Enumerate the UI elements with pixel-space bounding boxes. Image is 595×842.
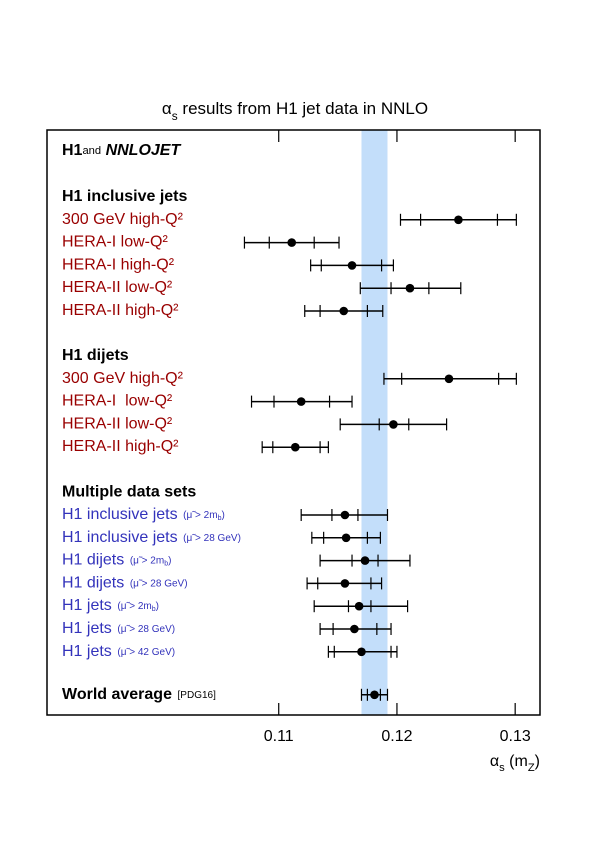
label-text: H1 inclusive jets (62, 506, 178, 523)
point (354, 601, 364, 611)
group-heading: Multiple data sets (62, 483, 196, 500)
row-label: HERA-I low-Q² (62, 234, 168, 251)
label-note: (μ̃ > 28 GeV) (183, 532, 241, 543)
text-part: results from H1 jet data in NNLO (178, 99, 428, 118)
label-text: HERA-II high-Q² (62, 438, 179, 455)
row-label: H1 dijets (μ̃ > 2mb) (62, 552, 171, 569)
point (339, 306, 349, 316)
label-text: HERA-I low-Q² (62, 234, 168, 251)
label-text: HERA-I low-Q² (62, 393, 173, 410)
x-tick-label: 0.13 (500, 728, 531, 745)
point (389, 420, 398, 429)
text-part: (m (505, 753, 528, 770)
label-note: (μ̃ > 28 GeV) (130, 578, 188, 589)
label-text: 300 GeV high-Q² (62, 370, 184, 387)
point (454, 215, 463, 225)
label-text: H1 jets (62, 597, 112, 614)
row-label: HERA-II high-Q² (62, 302, 179, 319)
point (350, 624, 359, 634)
label-text: H1 dijets (62, 552, 124, 569)
label-text: H1 dijets (62, 575, 124, 592)
row-label: H1 jets (μ̃ > 28 GeV) (62, 620, 175, 637)
point (340, 579, 350, 588)
label-note: (μ̃ > 2m (183, 510, 217, 521)
label-note: b (164, 561, 168, 568)
label-note: b (218, 515, 222, 522)
header: H1and NNLOJET (62, 142, 181, 159)
point (357, 647, 366, 657)
reference-note: [PDG16] (178, 689, 217, 700)
row-label: H1 inclusive jets (μ̃ > 28 GeV) (62, 529, 241, 546)
label-text: 300 GeV high-Q² (62, 211, 184, 228)
label-note: (μ̃ > 42 GeV) (117, 646, 175, 657)
label-text: HERA-II low-Q² (62, 416, 173, 433)
text-part: NNLOJET (101, 142, 181, 159)
text-part: ) (535, 753, 540, 770)
point (340, 510, 350, 520)
x-tick-label: 0.12 (381, 728, 412, 745)
label-text: H1 inclusive jets (62, 529, 178, 546)
label-text: H1 jets (62, 620, 112, 637)
row-label: 300 GeV high-Q² (62, 211, 184, 228)
label-text: H1 jets (62, 643, 112, 660)
x-tick-label: 0.11 (264, 728, 294, 745)
label-note: b (152, 607, 156, 614)
row-label: 300 GeV high-Q² (62, 370, 184, 387)
row-label: H1 inclusive jets (μ̃ > 2mb) (62, 506, 225, 523)
label-note: (μ̃ > 2m (117, 601, 151, 612)
point (360, 556, 370, 565)
row-label: HERA-II low-Q² (62, 416, 173, 433)
label-note: ) (156, 601, 159, 612)
chart-title: αs results from H1 jet data in NNLO (162, 99, 428, 123)
label-note: ) (221, 510, 224, 521)
label-text: HERA-II high-Q² (62, 302, 179, 319)
label-note: (μ̃ > 2m (130, 555, 164, 566)
row-label: H1 jets (μ̃ > 2mb) (62, 597, 159, 614)
point (347, 261, 357, 270)
group-heading: H1 inclusive jets (62, 188, 187, 205)
reference-band (361, 130, 388, 715)
text-part: Z (528, 762, 535, 774)
group-heading: H1 dijets (62, 347, 129, 364)
point (290, 442, 300, 452)
x-axis-label: αs (mZ) (490, 753, 540, 774)
point (370, 690, 379, 700)
plot-frame (46, 129, 541, 716)
row-label: HERA-I low-Q² (62, 393, 173, 410)
reference-label: World average [PDG16] (62, 686, 216, 703)
row-label: HERA-II high-Q² (62, 438, 179, 455)
point (405, 283, 415, 293)
text-part: α (490, 753, 499, 770)
row-label: H1 jets (μ̃ > 42 GeV) (62, 643, 175, 660)
point (444, 374, 454, 384)
label-text: HERA-I high-Q² (62, 257, 175, 274)
row-label: HERA-I high-Q² (62, 257, 175, 274)
text-part: s (499, 762, 505, 774)
text-part: s (172, 109, 178, 123)
point (341, 533, 351, 543)
point (296, 397, 306, 406)
label-text: HERA-II low-Q² (62, 279, 173, 296)
text-part: α (162, 99, 172, 118)
row-label: HERA-II low-Q² (62, 279, 173, 296)
text-part: and (82, 145, 101, 157)
reference-name: World average (62, 686, 172, 703)
label-note: (μ̃ > 28 GeV) (117, 624, 175, 635)
point (287, 238, 297, 247)
text-part: H1 (62, 142, 83, 159)
label-note: ) (168, 555, 171, 566)
row-label: H1 dijets (μ̃ > 28 GeV) (62, 575, 188, 592)
